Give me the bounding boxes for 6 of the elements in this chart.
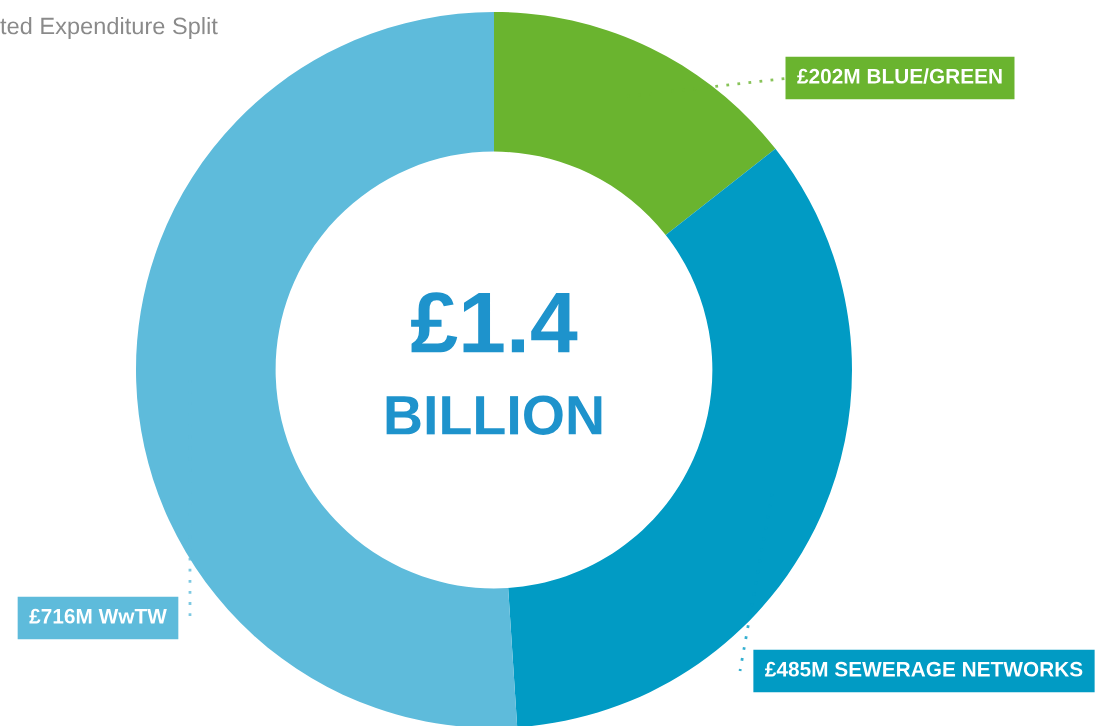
chart-title: ted Expenditure Split bbox=[0, 17, 218, 40]
text: £1.4 bbox=[411, 292, 578, 353]
slice-label: £202M BLUE/GREEN bbox=[797, 68, 1002, 84]
text: BILLION bbox=[386, 395, 602, 435]
slice-label: £485M SEWERAGE NETWORKS bbox=[765, 661, 1083, 677]
slice-label: £716M WwTW bbox=[29, 608, 167, 624]
